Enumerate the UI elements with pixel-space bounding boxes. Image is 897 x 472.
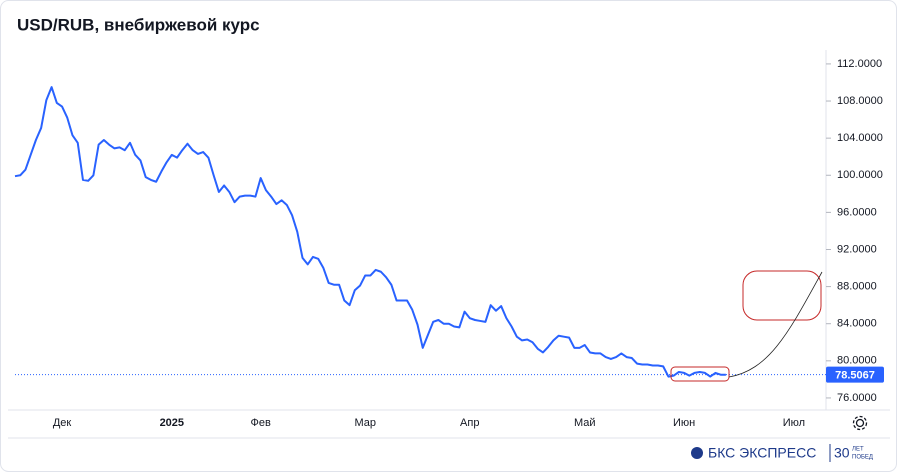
x-tick-label: 2025 — [160, 417, 184, 429]
y-tick-label: 100.0000 — [837, 169, 883, 181]
x-tick-label: Июн — [673, 417, 695, 429]
last-price-badge — [826, 366, 884, 383]
y-tick-label: 84.0000 — [837, 318, 877, 330]
last-price-label: 78.5067 — [835, 370, 875, 382]
x-tick-label: Мар — [354, 417, 376, 429]
logo-text: ПОБЕД — [852, 455, 873, 461]
brand-icon — [691, 447, 703, 459]
price-line — [14, 86, 726, 378]
y-tick-label: 76.0000 — [837, 392, 877, 404]
x-tick-label: Апр — [460, 417, 479, 429]
annotation-box — [742, 270, 822, 321]
annotation-curve — [728, 271, 823, 378]
x-tick-label: Фев — [251, 417, 271, 429]
chart-title: USD/RUB, внебиржевой курс — [17, 15, 260, 34]
y-tick-label: 96.0000 — [837, 206, 877, 218]
annotation-box — [670, 366, 730, 382]
x-tick-label: Дек — [53, 417, 72, 429]
y-tick-label: 104.0000 — [837, 132, 883, 144]
y-tick-label: 80.0000 — [837, 355, 877, 367]
y-tick-label: 88.0000 — [837, 281, 877, 293]
y-tick-label: 92.0000 — [837, 243, 877, 255]
x-tick-label: Май — [574, 417, 596, 429]
y-tick-label: 112.0000 — [837, 58, 882, 70]
brand: БКС ЭКСПРЕСС — [708, 445, 816, 461]
logo-number: 30 — [834, 445, 850, 461]
settings-icon[interactable] — [852, 415, 868, 431]
x-tick-label: Июл — [783, 417, 805, 429]
plot — [14, 86, 826, 378]
logo-text: ЛЕТ — [852, 447, 864, 453]
y-tick-label: 108.0000 — [837, 95, 883, 107]
